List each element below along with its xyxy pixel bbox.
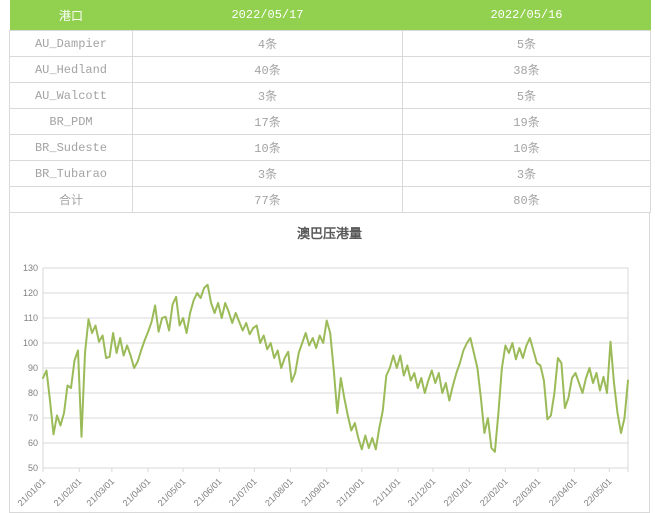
count-cell: 19条 xyxy=(402,108,651,135)
table-row: BR_Tubarao 3条 3条 xyxy=(9,160,651,187)
y-axis-label: 120 xyxy=(23,288,38,298)
table-body: AU_Dampier 4条 5条 AU_Hedland 40条 38条 AU_Walcott… xyxy=(9,30,651,213)
count-cell: 10条 xyxy=(402,134,651,161)
report-container: 港口 2022/05/17 2022/05/16 AU_Dampier 4条 5条 AU_… xyxy=(9,0,651,513)
x-axis-label: 21/01/01 xyxy=(16,476,48,508)
x-axis-label: 21/07/01 xyxy=(227,476,259,508)
x-axis-label: 21/10/01 xyxy=(334,476,366,508)
port-count-table: 港口 2022/05/17 2022/05/16 AU_Dampier 4条 5条 AU_… xyxy=(9,0,651,213)
count-cell: 17条 xyxy=(132,108,403,135)
table-row: AU_Dampier 4条 5条 xyxy=(9,30,651,57)
x-axis-label: 21/06/01 xyxy=(192,476,224,508)
table-row: BR_PDM 17条 19条 xyxy=(9,108,651,135)
port-name-cell: BR_Sudeste xyxy=(9,134,133,161)
y-axis-label: 50 xyxy=(28,463,38,473)
table-row: BR_Sudeste 10条 10条 xyxy=(9,134,651,161)
y-axis-label: 60 xyxy=(28,438,38,448)
count-cell: 3条 xyxy=(402,160,651,187)
count-cell: 5条 xyxy=(402,82,651,109)
count-cell: 77条 xyxy=(132,186,403,213)
count-cell: 40条 xyxy=(132,56,403,83)
count-cell: 80条 xyxy=(402,186,651,213)
x-axis-label: 22/03/01 xyxy=(511,476,543,508)
table-row: AU_Hedland 40条 38条 xyxy=(9,56,651,83)
y-axis-label: 80 xyxy=(28,388,38,398)
column-header: 2022/05/17 xyxy=(132,0,403,31)
x-axis-label: 21/08/01 xyxy=(263,476,295,508)
x-axis-label: 22/05/01 xyxy=(582,476,614,508)
x-axis-label: 21/09/01 xyxy=(299,476,331,508)
count-cell: 4条 xyxy=(132,30,403,57)
x-axis-label: 22/04/01 xyxy=(547,476,579,508)
x-axis-label: 22/01/01 xyxy=(442,476,474,508)
x-axis-label: 21/03/01 xyxy=(84,476,116,508)
count-cell: 10条 xyxy=(132,134,403,161)
chart-panel: 澳巴压港量 50 60 70 80 90 100 110 120 130 21/01/01 21/0… xyxy=(9,213,650,513)
port-name-cell: 合计 xyxy=(9,186,133,213)
port-name-cell: AU_Dampier xyxy=(9,30,133,57)
x-axis-label: 21/05/01 xyxy=(156,476,188,508)
table-row: 合计 77条 80条 xyxy=(9,186,651,213)
port-name-cell: AU_Hedland xyxy=(9,56,133,83)
port-name-cell: BR_Tubarao xyxy=(9,160,133,187)
y-axis-label: 130 xyxy=(23,263,38,273)
count-cell: 5条 xyxy=(402,30,651,57)
x-axis-label: 21/12/01 xyxy=(406,476,438,508)
data-line xyxy=(42,283,629,453)
port-name-cell: BR_PDM xyxy=(9,108,133,135)
count-cell: 38条 xyxy=(402,56,651,83)
table-row: AU_Walcott 3条 5条 xyxy=(9,82,651,109)
chart-title: 澳巴压港量 xyxy=(296,226,362,241)
x-axis-label: 21/02/01 xyxy=(52,476,84,508)
port-name-cell: AU_Walcott xyxy=(9,82,133,109)
table-header-row: 港口 2022/05/17 2022/05/16 xyxy=(9,0,651,31)
count-cell: 3条 xyxy=(132,82,403,109)
y-axis-label: 110 xyxy=(24,313,38,323)
count-cell: 3条 xyxy=(132,160,403,187)
x-axis-label: 22/02/01 xyxy=(478,476,510,508)
y-axis-label: 90 xyxy=(28,363,38,373)
y-axis-label: 70 xyxy=(28,413,38,423)
x-axis-label: 21/04/01 xyxy=(121,476,153,508)
column-header: 港口 xyxy=(9,0,133,31)
y-axis-label: 100 xyxy=(23,338,38,348)
x-axis-label: 21/11/01 xyxy=(371,476,402,507)
column-header: 2022/05/16 xyxy=(402,0,651,31)
